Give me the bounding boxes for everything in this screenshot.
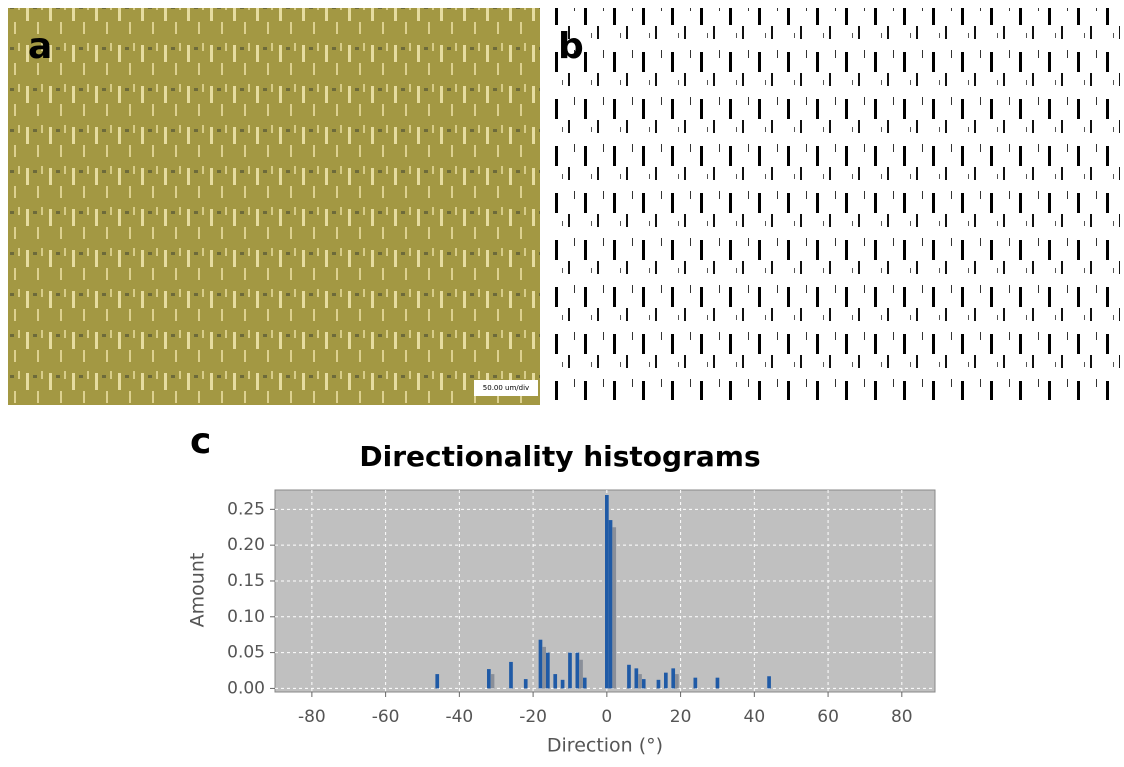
bar — [523, 679, 528, 689]
bar — [641, 679, 646, 689]
x-tick-label: -20 — [519, 707, 547, 727]
bar — [582, 677, 587, 689]
x-axis-label: Direction (°) — [547, 735, 663, 757]
bar — [509, 661, 513, 689]
bar — [627, 664, 631, 689]
y-axis-label: Amount — [187, 553, 209, 628]
bar — [693, 677, 698, 689]
x-tick-label: 60 — [817, 707, 839, 727]
bar — [490, 674, 495, 689]
bar — [671, 668, 676, 689]
micrograph-a — [8, 8, 540, 405]
panel-label: b — [558, 26, 584, 67]
bar — [560, 679, 565, 689]
bar — [553, 674, 558, 689]
x-tick-label: -60 — [372, 707, 400, 727]
chart-title: Directionality histograms — [359, 440, 760, 473]
panel-label: a — [28, 26, 52, 67]
bar — [542, 646, 547, 689]
bar — [546, 652, 550, 689]
y-tick-label: 0.20 — [227, 535, 265, 555]
bar — [579, 659, 583, 689]
bar — [608, 520, 613, 689]
y-tick-label: 0.10 — [227, 607, 265, 627]
y-tick-label: 0.00 — [227, 678, 265, 698]
y-tick-label: 0.25 — [227, 499, 265, 519]
x-tick-label: 40 — [744, 707, 766, 727]
bar — [767, 676, 771, 689]
panel-label: c — [190, 421, 211, 462]
x-tick-label: 80 — [891, 707, 913, 727]
x-tick-label: 20 — [670, 707, 692, 727]
binary-image-b — [555, 8, 1120, 400]
x-tick-label: -40 — [445, 707, 473, 727]
bar — [487, 669, 491, 689]
bar — [663, 672, 668, 689]
x-tick-label: 0 — [601, 707, 612, 727]
bar — [715, 677, 720, 689]
bar — [612, 527, 617, 689]
bar — [435, 674, 440, 689]
bar — [538, 639, 543, 689]
y-tick-label: 0.15 — [227, 571, 265, 591]
bar — [605, 495, 609, 689]
scale-bar-box — [474, 380, 538, 396]
bar — [638, 674, 642, 689]
x-tick-label: -80 — [298, 707, 326, 727]
bar — [568, 652, 572, 689]
y-tick-label: 0.05 — [227, 643, 265, 663]
bar — [634, 668, 639, 689]
bar — [675, 674, 679, 689]
bar — [656, 679, 661, 689]
bar — [575, 652, 580, 689]
scale-bar-label: 50.00 um/div — [483, 384, 529, 392]
